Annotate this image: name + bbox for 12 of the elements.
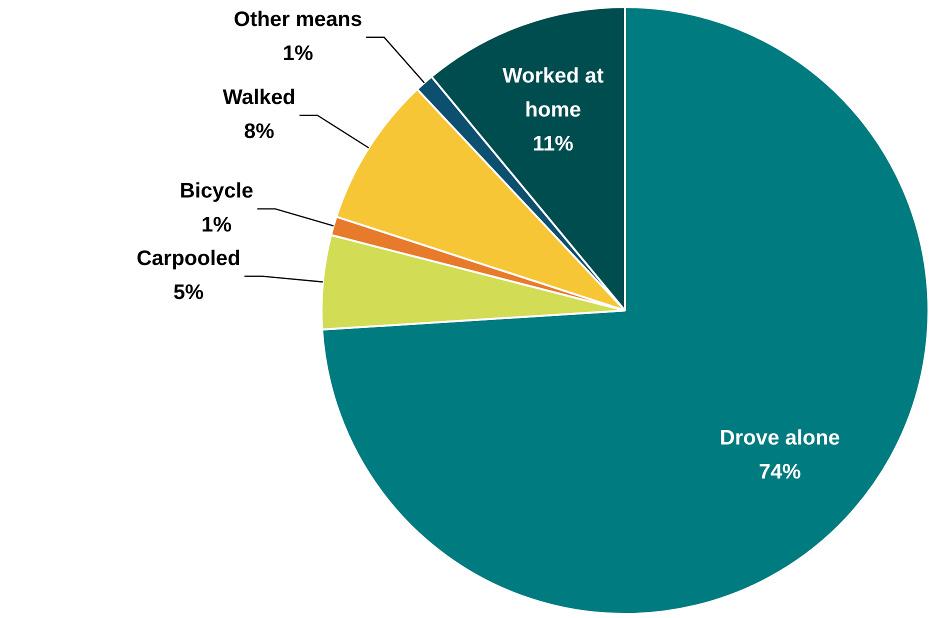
slice-label: Walked [222,86,296,110]
slice-label: Bicycle [180,180,254,203]
data-label: 74% [758,460,802,484]
slice-label: Worked at home [502,64,604,122]
data-label: 1% [201,214,232,237]
slice-label: Other means [234,8,362,32]
data-label: 8% [244,120,275,144]
data-label: 1% [282,42,314,66]
slice-label: Drove alone [720,426,840,450]
data-label: 5% [173,281,204,304]
data-label: 11% [532,132,574,156]
slice-label: Carpooled [136,247,240,270]
